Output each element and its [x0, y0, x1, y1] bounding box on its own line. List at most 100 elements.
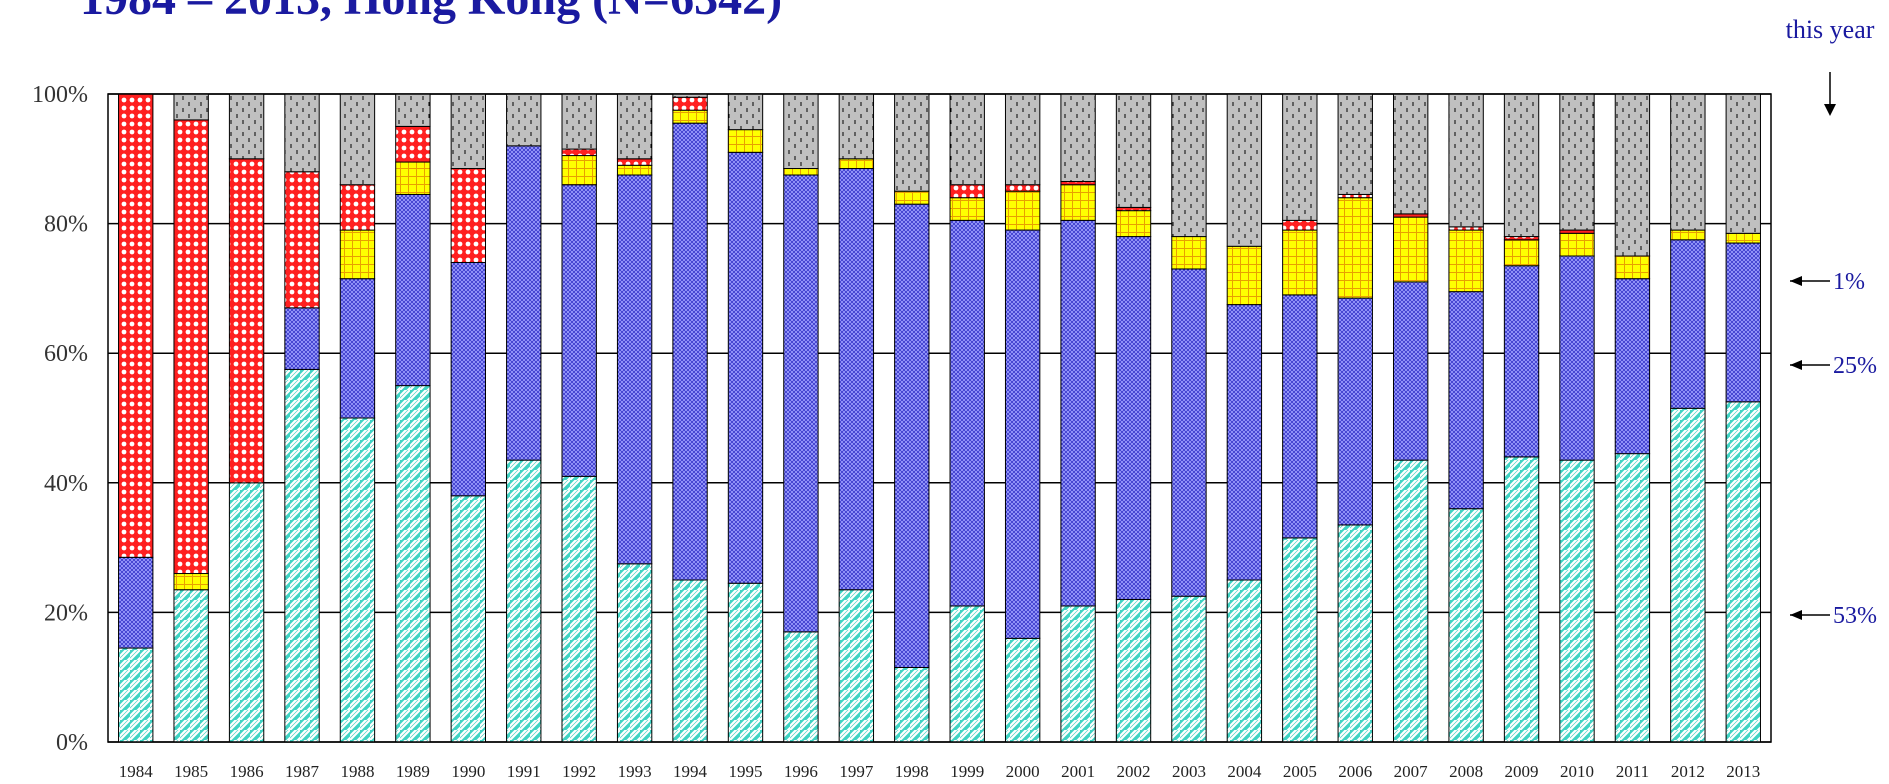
- bar-segment: [1115, 93, 1152, 208]
- bar-segment: [450, 93, 487, 170]
- x-tick-label: 2009: [1505, 762, 1539, 781]
- bar-segment: [1448, 508, 1484, 743]
- x-tick-label: 1985: [174, 762, 208, 781]
- annotation: 53%: [1833, 603, 1877, 629]
- bar-segment: [284, 171, 320, 309]
- x-tick-label: 1998: [895, 762, 929, 781]
- bar-segment: [1559, 459, 1595, 743]
- x-tick-label: 1984: [119, 762, 154, 781]
- bar-segment: [450, 168, 487, 263]
- annotation: 1%: [1833, 269, 1865, 295]
- bar-segment: [1503, 239, 1540, 267]
- bar-segment: [949, 219, 985, 607]
- bar-segment: [1725, 242, 1761, 403]
- bar-segment: [1337, 93, 1373, 195]
- bar-segment: [894, 666, 930, 743]
- x-tick-label: 1992: [562, 762, 596, 781]
- bar-segment: [1171, 595, 1207, 743]
- bar-segment: [173, 589, 209, 743]
- bar-segment: [783, 174, 819, 633]
- bar-segment: [1337, 524, 1373, 743]
- bar-segment: [1670, 229, 1706, 241]
- bar-segment: [1337, 297, 1373, 526]
- arrow-head: [1790, 276, 1802, 286]
- bar-segment: [1337, 197, 1373, 299]
- x-tick-label: 2001: [1061, 762, 1095, 781]
- y-tick-label: 60%: [44, 341, 88, 367]
- bar-segment: [118, 647, 154, 743]
- y-tick-label: 80%: [44, 212, 88, 238]
- bar-segment: [1282, 219, 1318, 231]
- bar-segment: [284, 368, 320, 743]
- x-tick-label: 1990: [451, 762, 485, 781]
- bar-segment: [1226, 304, 1263, 581]
- bar-segment: [1171, 236, 1207, 270]
- bar-segment: [1004, 184, 1041, 192]
- bar-segment: [949, 605, 985, 743]
- plot-frame: [107, 93, 1772, 743]
- x-tick-label: 1988: [340, 762, 374, 781]
- x-tick-label: 1999: [950, 762, 984, 781]
- x-tick-label: 1989: [396, 762, 430, 781]
- bar-segment: [395, 193, 431, 387]
- bar-segment: [395, 385, 431, 743]
- bar-segment: [339, 278, 376, 419]
- bar-segment: [1282, 294, 1318, 539]
- bar-segment: [616, 164, 653, 176]
- bar-segment: [1226, 579, 1263, 743]
- bar-segment: [1282, 93, 1318, 221]
- bar-segment: [506, 459, 542, 743]
- bar-segment: [894, 93, 930, 192]
- bar-segment: [1392, 459, 1429, 743]
- bar-segment: [339, 184, 376, 231]
- bar-segment: [1670, 93, 1706, 231]
- bar-segment: [1004, 190, 1041, 231]
- bar-segment: [1614, 93, 1651, 257]
- bar-segment: [284, 307, 320, 370]
- bar-segment: [672, 579, 708, 743]
- bar-segment: [1392, 93, 1429, 215]
- x-tick-label: 2005: [1283, 762, 1317, 781]
- x-tick-label: 2013: [1726, 762, 1760, 781]
- bar-segment: [1060, 184, 1096, 221]
- bar-segment: [173, 573, 209, 591]
- bar-segment: [284, 93, 320, 173]
- bar-segment: [173, 93, 209, 121]
- x-tick-label: 2002: [1117, 762, 1151, 781]
- annotation: this year: [1786, 15, 1875, 44]
- bar-segment: [395, 125, 431, 163]
- bar-segment: [1559, 93, 1595, 231]
- x-tick-label: 1995: [728, 762, 762, 781]
- bar-segment: [949, 184, 985, 199]
- bar-segment: [1503, 265, 1540, 458]
- x-tick-label: 2006: [1338, 762, 1372, 781]
- bar-segment: [672, 109, 708, 124]
- bar-segment: [228, 482, 265, 743]
- bar-segment: [450, 495, 487, 743]
- x-tick-label: 1991: [507, 762, 541, 781]
- bar-segment: [894, 203, 930, 668]
- bar-segment: [506, 145, 542, 461]
- annotation: 25%: [1833, 353, 1877, 379]
- bar-segment: [1503, 93, 1540, 238]
- bar-segment: [949, 93, 985, 186]
- bar-segment: [561, 148, 597, 157]
- bar-segment: [1670, 239, 1706, 409]
- bar-segment: [561, 475, 597, 743]
- x-tick-label: 2004: [1227, 762, 1262, 781]
- bar-segment: [1392, 216, 1429, 283]
- bar-segment: [616, 563, 653, 743]
- bar-segment: [1060, 93, 1096, 182]
- arrow-head: [1790, 360, 1802, 370]
- x-tick-label: 2007: [1394, 762, 1429, 781]
- bar-segment: [1725, 401, 1761, 743]
- bar-segment: [1060, 605, 1096, 743]
- bar-segment: [339, 93, 376, 186]
- bar-segment: [616, 174, 653, 565]
- bar-segment: [118, 556, 154, 649]
- bar-segment: [1004, 229, 1041, 639]
- bar-segment: [727, 93, 764, 131]
- bar-segment: [894, 190, 930, 205]
- bar-segment: [1282, 537, 1318, 743]
